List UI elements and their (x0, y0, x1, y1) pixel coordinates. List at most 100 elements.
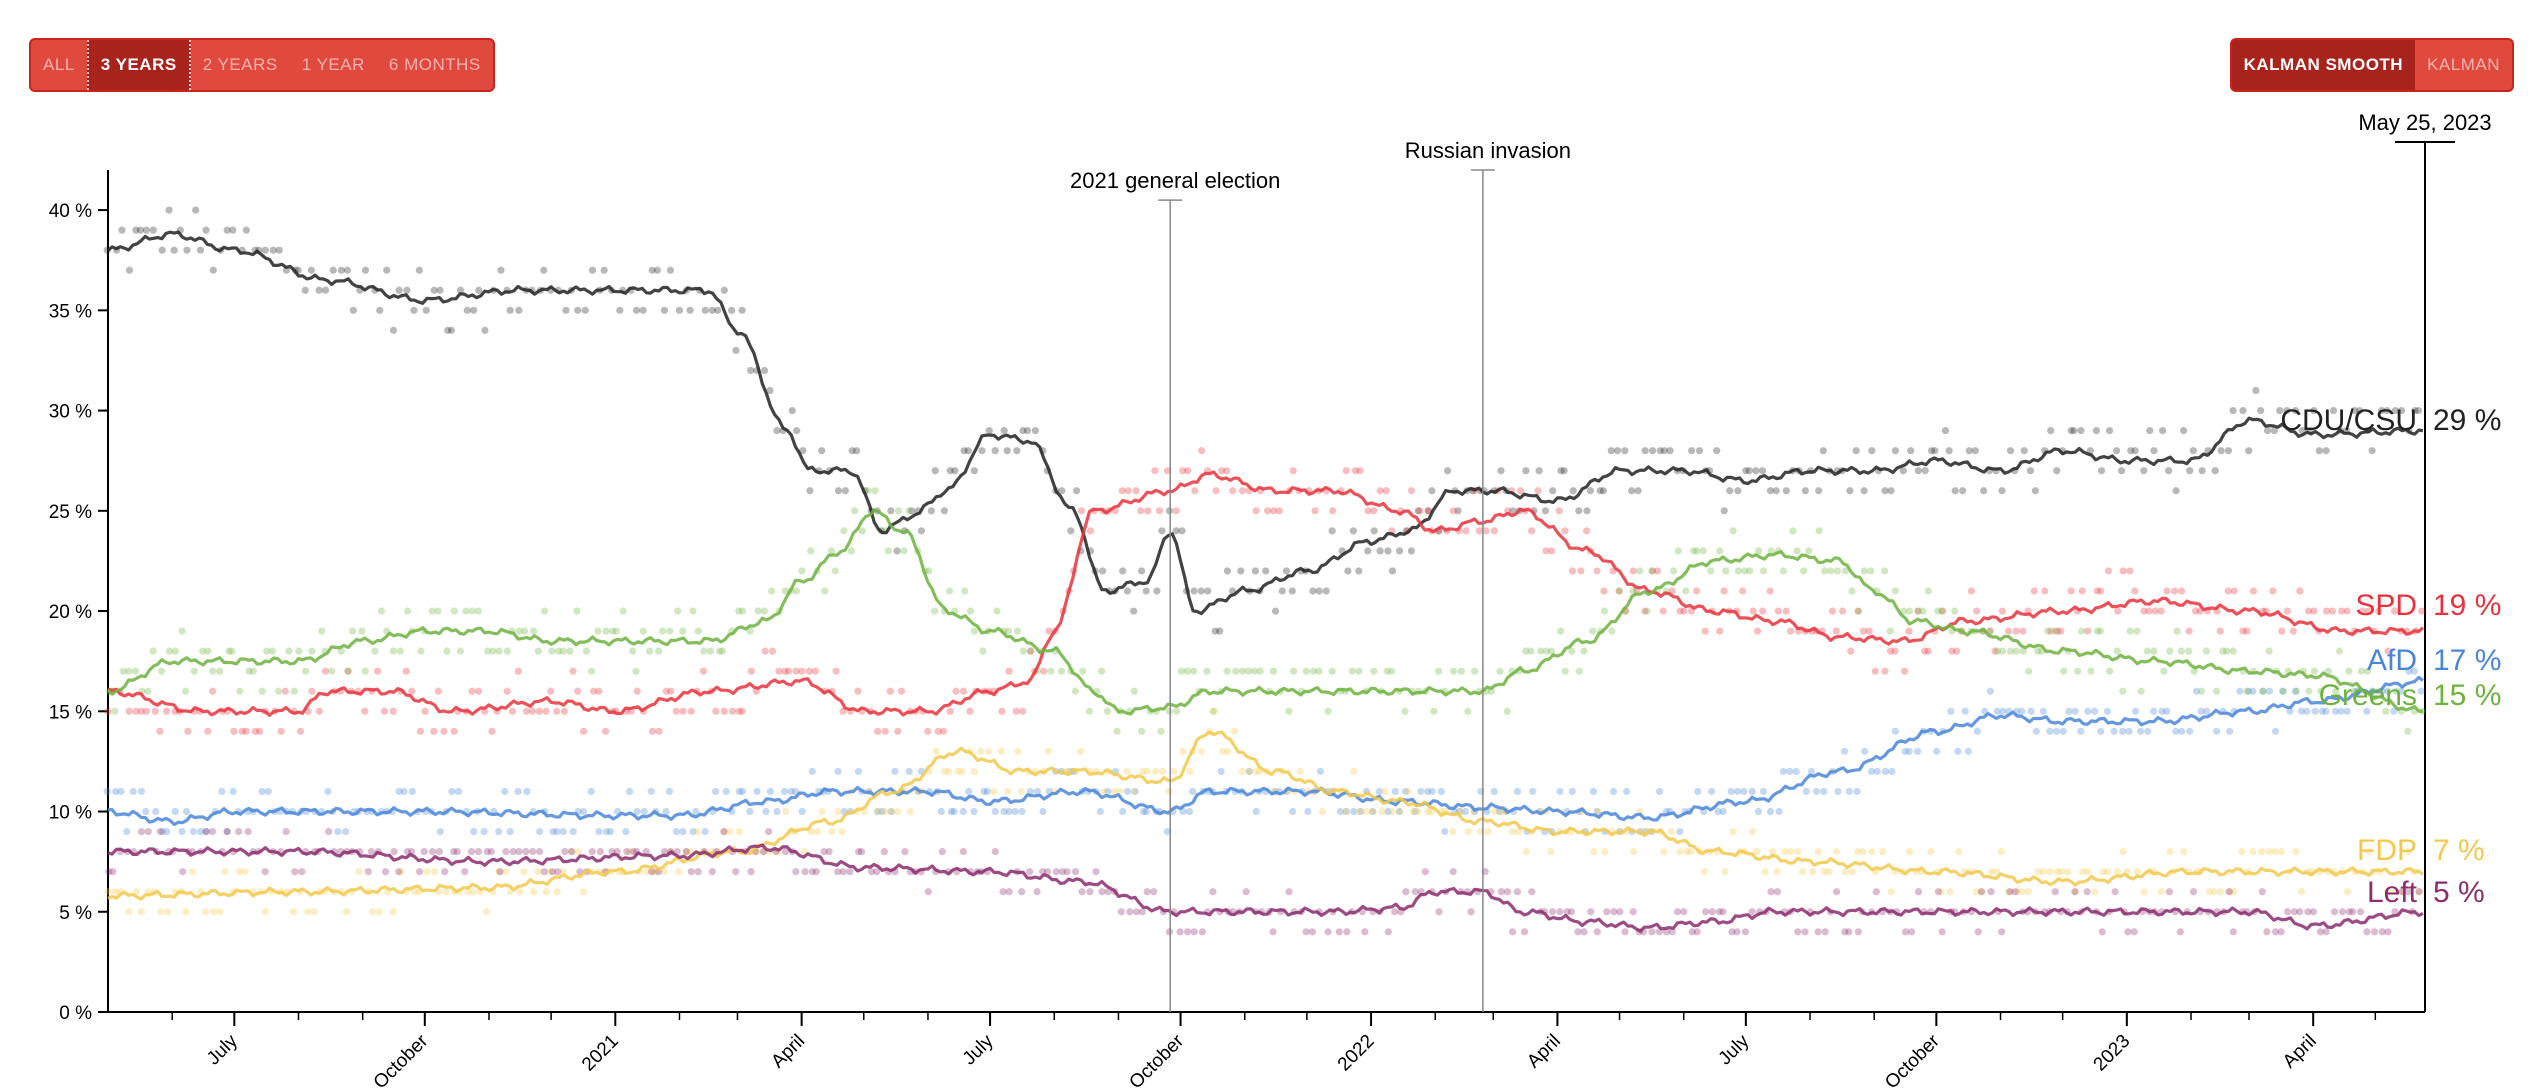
poll-dot-fdp (1296, 767, 1304, 776)
poll-dot-afd (1707, 787, 1716, 796)
poll-dot-cdu-csu (515, 306, 523, 314)
poll-dot-afd (2337, 707, 2345, 715)
poll-dot-left (1508, 928, 1517, 936)
poll-dot-cdu-csu (2229, 406, 2237, 415)
poll-dot-afd (158, 827, 167, 836)
poll-dot-afd (408, 787, 416, 796)
poll-dot-afd (2212, 727, 2221, 735)
poll-dot-spd (514, 667, 522, 675)
poll-dot-cdu-csu (1223, 567, 1231, 575)
poll-dot-spd (522, 707, 531, 715)
poll-dot-afd (1350, 807, 1358, 816)
poll-dot-afd (123, 827, 131, 836)
poll-dot-cdu-csu (1355, 567, 1363, 575)
poll-dot-spd (1229, 487, 1237, 495)
poll-dot-spd (2364, 607, 2373, 615)
poll-dot-left (548, 868, 557, 876)
poll-dot-afd (1759, 787, 1768, 796)
poll-dot-spd (1370, 507, 1378, 515)
range-button-all[interactable]: ALL (43, 55, 75, 74)
poll-dot-fdp (1369, 807, 1377, 816)
poll-dot-spd (2041, 587, 2049, 595)
poll-dot-greens (1648, 567, 1656, 575)
poll-dot-spd (1914, 607, 1922, 615)
poll-dot-cdu-csu (2377, 406, 2386, 415)
poll-dot-afd (905, 767, 913, 776)
poll-dot-cdu-csu (773, 427, 781, 435)
poll-dot-cdu-csu (1887, 487, 1895, 495)
poll-dot-left (1719, 908, 1727, 916)
range-button-6-months[interactable]: 6 MONTHS (388, 55, 481, 74)
poll-dot-fdp (464, 888, 472, 896)
poll-dot-greens (961, 587, 969, 595)
poll-dot-spd (1275, 507, 1283, 515)
poll-dot-cdu-csu (2257, 406, 2265, 415)
poll-dot-left (1176, 928, 1184, 936)
poll-dot-spd (2304, 607, 2313, 615)
poll-dot-spd (1462, 527, 1470, 535)
poll-dot-spd (728, 707, 737, 715)
poll-dot-cdu-csu (1013, 447, 1021, 455)
poll-dot-cdu-csu (2283, 406, 2291, 415)
poll-dot-greens (1471, 667, 1479, 675)
poll-dot-greens (1919, 607, 1927, 615)
range-button-1-year[interactable]: 1 YEAR (301, 55, 365, 74)
poll-dot-cdu-csu (1424, 507, 1432, 515)
poll-dot-cdu-csu (1138, 567, 1146, 575)
poll-dot-spd (2243, 627, 2251, 635)
poll-dot-greens (1779, 567, 1788, 575)
poll-dot-spd (1542, 547, 1550, 555)
poll-dot-cdu-csu (1549, 487, 1557, 495)
poll-dot-cdu-csu (1197, 587, 1205, 595)
poll-dot-spd (1865, 627, 1873, 635)
poll-dot-fdp (1660, 848, 1668, 856)
poll-dot-afd (2158, 707, 2166, 715)
poll-dot-afd (569, 827, 577, 836)
poll-dot-left (1603, 908, 1611, 916)
poll-dot-spd (2012, 627, 2020, 635)
poll-dot-afd (622, 827, 630, 836)
x-tick-label: 2022 (1334, 1031, 1379, 1076)
poll-dot-spd (1198, 447, 1206, 455)
poll-dot-fdp (2133, 868, 2142, 876)
poll-dot-greens (694, 627, 702, 635)
poll-dot-spd (238, 727, 246, 735)
poll-dot-fdp (2238, 848, 2246, 856)
poll-dot-afd (1495, 807, 1503, 816)
smoothing-button-kalman-smooth[interactable]: KALMAN SMOOTH (2231, 40, 2416, 90)
poll-dot-afd (780, 787, 789, 796)
poll-dot-fdp (1388, 807, 1396, 816)
poll-dot-greens (1860, 567, 1869, 575)
poll-dot-spd (1223, 467, 1231, 475)
poll-dot-fdp (1004, 787, 1012, 796)
poll-dot-cdu-csu (183, 246, 191, 254)
poll-dot-spd (672, 707, 680, 715)
poll-dot-afd (1905, 747, 1913, 755)
poll-dot-spd (1991, 647, 1999, 655)
poll-dot-spd (798, 667, 806, 675)
poll-dot-fdp (682, 848, 691, 856)
poll-dot-greens (2259, 687, 2268, 695)
poll-dot-afd (1901, 747, 1909, 755)
poll-dot-cdu-csu (1370, 527, 1378, 535)
poll-dot-greens (2305, 687, 2313, 695)
poll-dot-spd (648, 727, 657, 735)
range-button-3-years[interactable]: 3 YEARS (86, 40, 191, 90)
smoothing-button-kalman[interactable]: KALMAN (2427, 55, 2500, 74)
poll-dot-greens (204, 647, 212, 655)
poll-dot-spd (421, 707, 429, 715)
poll-dot-cdu-csu (1058, 487, 1066, 495)
poll-dot-cdu-csu (727, 306, 736, 314)
poll-dot-left (1998, 928, 2006, 936)
poll-dot-cdu-csu (1288, 587, 1296, 595)
range-button-2-years[interactable]: 2 YEARS (202, 55, 278, 74)
poll-dot-left (825, 848, 833, 856)
poll-dot-fdp (2064, 868, 2072, 876)
poll-dot-spd (1600, 587, 1608, 595)
poll-dot-left (1741, 928, 1750, 936)
poll-dot-left (1854, 928, 1862, 936)
poll-dot-left (1391, 908, 1399, 916)
poll-dot-fdp (2046, 868, 2054, 876)
poll-dot-spd (1040, 667, 1048, 675)
poll-dot-cdu-csu (852, 447, 861, 455)
